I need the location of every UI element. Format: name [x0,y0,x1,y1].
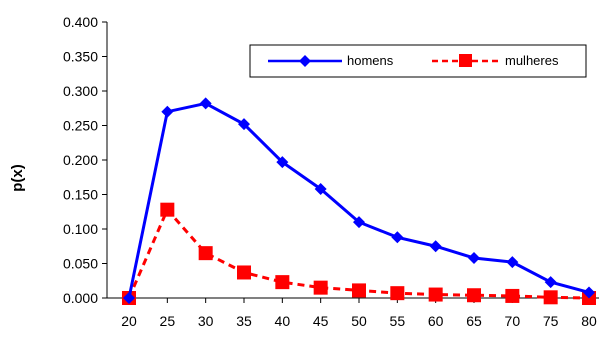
y-tick-label: 0.200 [63,152,98,168]
y-tick-label: 0.250 [63,118,98,134]
data-point-homens [199,97,212,110]
y-axis-label: p(x) [9,164,26,192]
y-tick-label: 0.100 [63,221,98,237]
data-point-homens [429,240,442,253]
y-tick-label: 0.000 [63,290,98,306]
x-tick-label: 40 [275,313,291,329]
data-point-mulheres [352,283,366,298]
x-tick-label: 35 [236,313,252,329]
data-point-mulheres [160,202,175,217]
data-point-homens [314,182,327,195]
series-line-homens [127,101,590,299]
data-point-mulheres [390,286,405,301]
data-point-mulheres [467,288,481,303]
data-point-homens [276,156,289,169]
data-point-homens [391,231,404,244]
y-tick-label: 0.050 [63,256,98,272]
series-homens [123,97,595,304]
legend-mulheres-marker [459,54,472,67]
data-point-homens [544,276,557,289]
data-point-mulheres [505,288,520,303]
x-tick-label: 80 [581,313,597,329]
legend-homens-marker [299,55,311,67]
y-axis-ticks: 0.000 0.050 0.100 0.150 0.200 0.250 0.300 0.350… [63,14,107,306]
x-axis-ticks: 20 25 30 35 40 45 50 55 60 65 70 75 80 [121,298,597,329]
data-point-mulheres [237,265,251,280]
data-point-mulheres [543,290,558,305]
x-tick-label: 55 [390,313,406,329]
data-point-homens [506,256,519,269]
data-point-homens [123,292,135,304]
y-tick-label: 0.150 [63,187,98,203]
data-point-homens [161,105,174,118]
data-point-homens [583,286,595,299]
data-point-mulheres [275,275,290,290]
x-tick-label: 60 [428,313,444,329]
data-point-homens [468,251,480,264]
x-tick-label: 20 [121,313,137,329]
legend-homens-label: homens [347,53,394,68]
legend: homens mulheres [249,44,587,78]
data-point-mulheres [313,280,328,295]
x-tick-label: 30 [198,313,214,329]
legend-mulheres-label: mulheres [505,53,559,68]
x-tick-label: 70 [505,313,521,329]
data-point-mulheres [198,246,213,261]
y-tick-label: 0.400 [63,14,98,30]
series-layer [122,97,596,305]
x-tick-label: 45 [313,313,329,329]
x-tick-label: 50 [351,313,367,329]
x-tick-label: 75 [543,313,559,329]
data-point-mulheres [428,287,443,302]
data-point-homens [353,216,365,229]
data-point-homens [238,118,250,131]
y-tick-label: 0.300 [63,83,98,99]
y-tick-label: 0.350 [63,49,98,65]
x-tick-label: 65 [466,313,482,329]
x-tick-label: 25 [160,313,176,329]
